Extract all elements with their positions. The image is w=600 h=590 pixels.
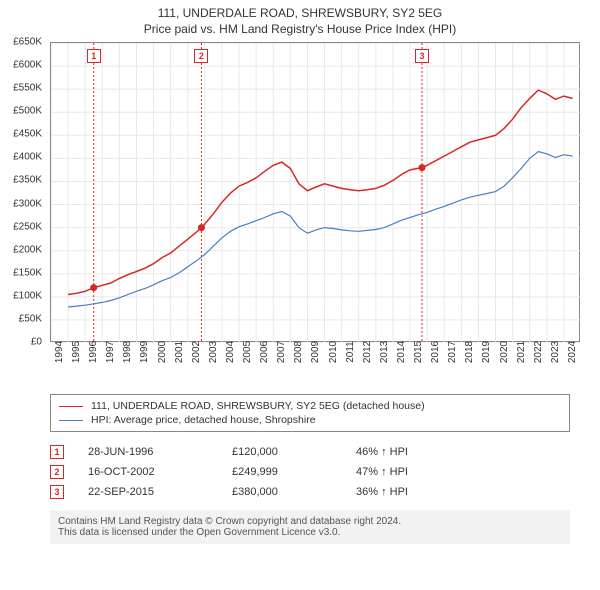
marker-point — [419, 164, 426, 171]
transaction-number: 2 — [50, 465, 64, 479]
marker-number-box: 1 — [87, 49, 101, 63]
x-tick-label: 2002 — [191, 341, 202, 363]
y-tick-label: £500K — [13, 106, 42, 117]
x-tick-label: 2016 — [430, 341, 441, 363]
legend-row: HPI: Average price, detached house, Shro… — [59, 413, 561, 427]
y-tick-label: £450K — [13, 129, 42, 140]
titles: 111, UNDERDALE ROAD, SHREWSBURY, SY2 5EG… — [0, 0, 600, 38]
x-tick-label: 2013 — [379, 341, 390, 363]
transaction-number: 3 — [50, 485, 64, 499]
transaction-pct: 46% ↑ HPI — [356, 446, 456, 458]
x-tick-label: 1998 — [122, 341, 133, 363]
x-tick-label: 2024 — [567, 341, 578, 363]
marker-number-box: 3 — [415, 49, 429, 63]
y-tick-label: £400K — [13, 152, 42, 163]
chart-svg — [51, 43, 581, 343]
transaction-date: 16-OCT-2002 — [88, 466, 208, 478]
y-tick-label: £150K — [13, 267, 42, 278]
series-subject — [68, 90, 572, 294]
y-tick-label: £0 — [31, 337, 42, 348]
x-tick-label: 2001 — [174, 341, 185, 363]
footer-line1: Contains HM Land Registry data © Crown c… — [58, 516, 562, 527]
x-tick-label: 2006 — [259, 341, 270, 363]
marker-point — [198, 224, 205, 231]
legend-swatch — [59, 420, 83, 421]
x-tick-label: 2018 — [464, 341, 475, 363]
legend-label: 111, UNDERDALE ROAD, SHREWSBURY, SY2 5EG… — [91, 400, 425, 412]
transaction-row: 2 16-OCT-2002 £249,999 47% ↑ HPI — [50, 462, 570, 482]
x-tick-label: 2003 — [208, 341, 219, 363]
transaction-pct: 47% ↑ HPI — [356, 466, 456, 478]
legend: 111, UNDERDALE ROAD, SHREWSBURY, SY2 5EG… — [50, 394, 570, 432]
footer-attribution: Contains HM Land Registry data © Crown c… — [50, 510, 570, 544]
x-tick-label: 2014 — [396, 341, 407, 363]
chart-area: £0 £50K £100K £150K £200K £250K £300K £350K £400… — [0, 38, 600, 388]
x-tick-label: 2010 — [328, 341, 339, 363]
marker-number-box: 2 — [194, 49, 208, 63]
x-tick-label: 1999 — [139, 341, 150, 363]
x-axis-labels: 1994199519961997199819992000200120022003… — [50, 348, 580, 388]
transaction-row: 3 22-SEP-2015 £380,000 36% ↑ HPI — [50, 482, 570, 502]
marker-point — [90, 284, 97, 291]
transaction-date: 28-JUN-1996 — [88, 446, 208, 458]
x-tick-label: 2011 — [345, 341, 356, 363]
transaction-price: £120,000 — [232, 446, 332, 458]
x-tick-label: 2008 — [293, 341, 304, 363]
y-tick-label: £650K — [13, 37, 42, 48]
x-tick-label: 2012 — [362, 341, 373, 363]
x-tick-label: 1996 — [88, 341, 99, 363]
x-tick-label: 2007 — [276, 341, 287, 363]
y-tick-label: £600K — [13, 60, 42, 71]
transaction-pct: 36% ↑ HPI — [356, 486, 456, 498]
x-tick-label: 2020 — [499, 341, 510, 363]
y-tick-label: £100K — [13, 290, 42, 301]
line-chart: 1 2 3 — [50, 42, 580, 342]
x-tick-label: 2019 — [481, 341, 492, 363]
transaction-date: 22-SEP-2015 — [88, 486, 208, 498]
legend-row: 111, UNDERDALE ROAD, SHREWSBURY, SY2 5EG… — [59, 399, 561, 413]
transaction-number: 1 — [50, 445, 64, 459]
footer-line2: This data is licensed under the Open Gov… — [58, 527, 562, 538]
transaction-price: £380,000 — [232, 486, 332, 498]
legend-swatch — [59, 406, 83, 407]
x-tick-label: 1997 — [105, 341, 116, 363]
x-tick-label: 2009 — [310, 341, 321, 363]
x-tick-label: 2005 — [242, 341, 253, 363]
series-hpi — [68, 152, 572, 308]
chart-container: 111, UNDERDALE ROAD, SHREWSBURY, SY2 5EG… — [0, 0, 600, 590]
x-tick-label: 2017 — [447, 341, 458, 363]
y-tick-label: £550K — [13, 83, 42, 94]
grid — [51, 43, 581, 343]
x-tick-label: 2000 — [157, 341, 168, 363]
y-tick-label: £250K — [13, 221, 42, 232]
x-tick-label: 2023 — [550, 341, 561, 363]
x-tick-label: 2004 — [225, 341, 236, 363]
page-title: 111, UNDERDALE ROAD, SHREWSBURY, SY2 5EG — [8, 6, 592, 20]
transaction-row: 1 28-JUN-1996 £120,000 46% ↑ HPI — [50, 442, 570, 462]
legend-label: HPI: Average price, detached house, Shro… — [91, 414, 316, 426]
y-tick-label: £300K — [13, 198, 42, 209]
x-tick-label: 2022 — [533, 341, 544, 363]
y-tick-label: £50K — [19, 313, 42, 324]
x-tick-label: 1994 — [54, 341, 65, 363]
x-tick-label: 2021 — [516, 341, 527, 363]
transactions-table: 1 28-JUN-1996 £120,000 46% ↑ HPI 2 16-OCT-200… — [50, 442, 570, 502]
y-tick-label: £350K — [13, 175, 42, 186]
y-axis-labels: £0£50K£100K£150K£200K£250K£300K£350K£400… — [0, 42, 46, 342]
x-tick-label: 2015 — [413, 341, 424, 363]
page-subtitle: Price paid vs. HM Land Registry's House … — [8, 22, 592, 36]
transaction-price: £249,999 — [232, 466, 332, 478]
y-tick-label: £200K — [13, 244, 42, 255]
x-tick-label: 1995 — [71, 341, 82, 363]
